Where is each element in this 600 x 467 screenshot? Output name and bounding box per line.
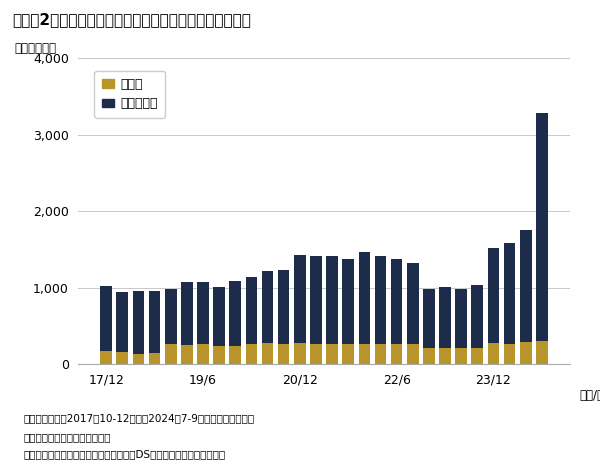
- Bar: [488, 343, 499, 364]
- Bar: [229, 281, 241, 347]
- Bar: [391, 344, 403, 364]
- Bar: [310, 344, 322, 364]
- Bar: [214, 346, 225, 364]
- Legend: 現預金, 米短期国債: 現預金, 米短期国債: [94, 71, 166, 118]
- Bar: [116, 292, 128, 353]
- Bar: [504, 243, 515, 344]
- Bar: [520, 230, 532, 342]
- Bar: [278, 270, 289, 344]
- Bar: [181, 345, 193, 364]
- Bar: [488, 248, 499, 343]
- Bar: [181, 283, 193, 345]
- Bar: [359, 344, 370, 364]
- Bar: [326, 256, 338, 344]
- Bar: [455, 289, 467, 348]
- Bar: [536, 341, 548, 364]
- Bar: [100, 286, 112, 351]
- Bar: [229, 347, 241, 364]
- Bar: [407, 344, 419, 364]
- Bar: [294, 343, 305, 364]
- Bar: [536, 113, 548, 341]
- Bar: [133, 291, 144, 354]
- Text: 【図表2：バークシャー・ハザウェイの手許現金の推移】: 【図表2：バークシャー・ハザウェイの手許現金の推移】: [12, 12, 251, 27]
- Bar: [294, 255, 305, 343]
- Bar: [423, 348, 434, 364]
- Bar: [374, 344, 386, 364]
- Bar: [343, 260, 354, 344]
- Bar: [165, 344, 176, 364]
- Bar: [133, 354, 144, 364]
- Bar: [310, 256, 322, 344]
- Bar: [197, 282, 209, 344]
- Bar: [520, 342, 532, 364]
- Text: （億米ドル）: （億米ドル）: [14, 42, 56, 55]
- Bar: [326, 344, 338, 364]
- Bar: [214, 287, 225, 346]
- Bar: [165, 289, 176, 344]
- Bar: [455, 348, 467, 364]
- Bar: [343, 344, 354, 364]
- Bar: [245, 277, 257, 344]
- Bar: [504, 344, 515, 364]
- Text: エネルギー事業を除く。: エネルギー事業を除く。: [24, 432, 112, 442]
- Text: （年/月）: （年/月）: [580, 389, 600, 402]
- Bar: [391, 259, 403, 344]
- Bar: [472, 285, 483, 348]
- Bar: [100, 351, 112, 364]
- Bar: [245, 344, 257, 364]
- Text: （出所）各種報道データを基に三井住友DSアセットマネジメント作成: （出所）各種報道データを基に三井住友DSアセットマネジメント作成: [24, 449, 226, 459]
- Bar: [439, 287, 451, 348]
- Bar: [149, 291, 160, 353]
- Bar: [116, 353, 128, 364]
- Bar: [262, 343, 274, 364]
- Bar: [439, 348, 451, 364]
- Text: （注）データは2017年10-12月期〜2024年7-9月期、鉄道、公益、: （注）データは2017年10-12月期〜2024年7-9月期、鉄道、公益、: [24, 413, 255, 423]
- Bar: [423, 289, 434, 348]
- Bar: [262, 271, 274, 343]
- Bar: [359, 252, 370, 344]
- Bar: [149, 353, 160, 364]
- Bar: [374, 256, 386, 344]
- Bar: [197, 344, 209, 364]
- Bar: [278, 344, 289, 364]
- Bar: [407, 262, 419, 344]
- Bar: [472, 348, 483, 364]
